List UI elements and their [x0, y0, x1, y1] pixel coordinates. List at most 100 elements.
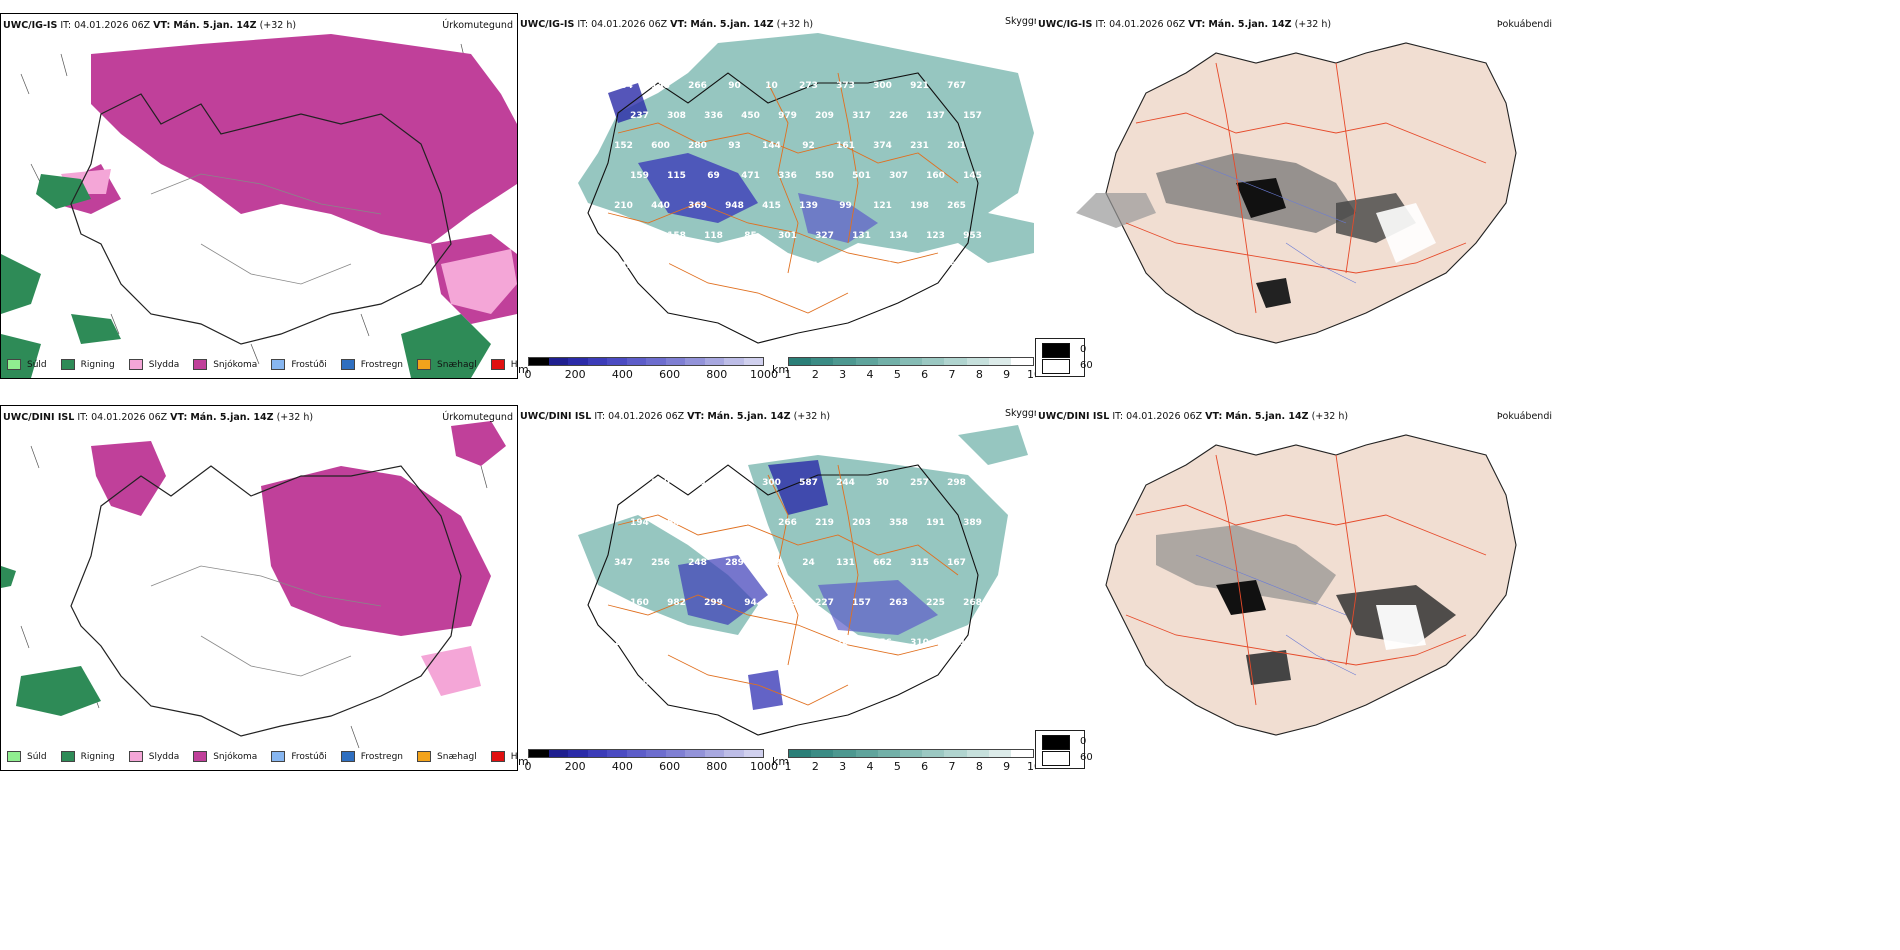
cloudbase-label: 317 [852, 111, 871, 121]
cloudbase-label: 389 [910, 261, 929, 271]
cloudbase-label: 307 [889, 171, 908, 181]
cloudbase-bar [528, 357, 764, 366]
legend-swatch [340, 359, 355, 370]
cloudbase-label: 336 [704, 111, 723, 121]
cloudbase-label: 131 [852, 231, 871, 241]
legend-item: Snæhagl [417, 359, 477, 370]
colorbar-step [833, 750, 856, 757]
vis-ticks: 1 2 3 4 5 6 7 8 9 10 [784, 366, 1042, 381]
colorbar-tick: 5 [893, 368, 901, 381]
colorbar-tick: 200 [564, 760, 586, 773]
colorbar-step [899, 358, 923, 365]
cloudbase-label: 203 [852, 518, 871, 528]
cloudbase-label: 953 [963, 231, 982, 241]
cloudbase-label: 157 [963, 111, 982, 121]
colorbar-tick: 7 [948, 368, 956, 381]
colorbar-tick: 600 [659, 760, 681, 773]
legend-item: Frostregn [340, 751, 403, 762]
cloudbase-label: 244 [836, 478, 855, 488]
colorbar-step [704, 358, 724, 365]
cloudbase-label: 501 [852, 171, 871, 181]
legend-swatch [60, 751, 75, 762]
colorbar-tick: 1 [784, 368, 792, 381]
legend-swatch [271, 751, 286, 762]
colorbar-step [988, 750, 1011, 757]
colorbar-step [587, 750, 607, 757]
cloud-panel-row2: 164 190 451 147 300 587 244 30 257 298 194 840 338 10… [518, 405, 1043, 773]
cloudbase-label: 767 [947, 81, 966, 91]
vis-ticks: 1 2 3 4 5 6 7 8 9 10 [784, 758, 1042, 773]
colorbar-step [665, 358, 685, 365]
cloudbase-label: 315 [667, 678, 686, 688]
fog-panel-label-row2: Þokuábendi [1496, 411, 1552, 422]
cloudbase-label: 587 [799, 478, 818, 488]
vis-unit-row2: km [772, 755, 790, 768]
cloudbase-label: 85 [744, 231, 757, 241]
cloudbase-label: 137 [926, 111, 945, 121]
cloudbase-label: 347 [614, 558, 633, 568]
cloudbase-label: 982 [667, 598, 686, 608]
colorbar-step [646, 750, 666, 757]
cloudbase-label: 225 [926, 598, 945, 608]
legend-item: Rigning [60, 751, 115, 762]
colorbar-tick: 8 [975, 368, 983, 381]
cloudbase-label: 948 [725, 201, 744, 211]
legend-swatch [7, 359, 21, 370]
cloud-title-row2: UWC/DINI ISL IT: 04.01.2026 06Z VT: Mán.… [520, 411, 831, 422]
cloudbase-label: 266 [778, 518, 797, 528]
cloudbase-label: 210 [614, 201, 633, 211]
colorbar-step [899, 750, 923, 757]
colorbar-step [548, 750, 568, 757]
cloudbase-label: 191 [799, 638, 818, 648]
fog-panel-row1: UWC/IG-IS IT: 04.01.2026 06Z VT: Mán. 5.… [1036, 13, 1552, 379]
colorbar-tick: 3 [839, 368, 847, 381]
colorbar-tick: 200 [564, 368, 586, 381]
cloudbase-label: 160 [630, 598, 649, 608]
cloudbase-label: 227 [725, 261, 744, 271]
cloudbase-label: 161 [836, 141, 855, 151]
colorbar-step [966, 358, 989, 365]
colorbar-tick: 800 [706, 368, 728, 381]
cloudbase-label: 108 [630, 678, 649, 688]
cloudbase-label: 10 [765, 81, 778, 91]
cloudbase-label: 840 [667, 518, 686, 528]
cloudbase-label: 209 [815, 111, 834, 121]
colorbar-tick: 1000 [750, 760, 778, 773]
legend-item: Slydda [128, 359, 179, 370]
cloudbase-label: 273 [799, 81, 818, 91]
colorbar-step [1010, 750, 1034, 757]
cloudbase-colorbar-row1: 0 200 400 600 800 1000 [525, 357, 779, 381]
cloudbase-label: 237 [630, 111, 649, 121]
cloudbase-ticks: 0 200 400 600 800 1000 [525, 366, 779, 381]
colorbar-step [988, 358, 1011, 365]
colorbar-step [1010, 358, 1034, 365]
cloudbase-label: 167 [725, 638, 744, 648]
cloudbase-label: 159 [630, 171, 649, 181]
cloudbase-label: 450 [741, 111, 760, 121]
cloudbase-label: 979 [778, 111, 797, 121]
cloudbase-label: 231 [947, 638, 966, 648]
legend-item: Rigning [60, 359, 115, 370]
cloudbase-label: 69 [707, 171, 720, 181]
colorbar-tick: 8 [975, 760, 983, 773]
cloud-panel-label-row1: Skyggni [1005, 16, 1043, 27]
colorbar-tick: 2 [811, 368, 819, 381]
cloudbase-label: 256 [873, 638, 892, 648]
cloudbase-label: 231 [910, 141, 929, 151]
colorbar-step [833, 358, 856, 365]
cloud-map-row2: 164 190 451 147 300 587 244 30 257 298 194 840 338 10… [578, 425, 1028, 736]
cloudbase-label: 131 [688, 638, 707, 648]
colorbar-tick: 4 [866, 760, 874, 773]
cloudbase-label: 164 [614, 81, 633, 91]
cloudbase-label: 149 [762, 638, 781, 648]
legend-item: Frostúði [271, 751, 327, 762]
precip-panel-row2: UWC/DINI ISL IT: 04.01.2026 06Z VT: Mán.… [0, 405, 539, 771]
colorbar-step [724, 358, 744, 365]
colorbar-step [724, 750, 744, 757]
cloudbase-label: 227 [815, 598, 834, 608]
colorbar-tick: 1 [784, 760, 792, 773]
cloud-panel-row1: 164 148 266 90 10 273 373 300 921 767 237 308 336 450… [518, 13, 1043, 381]
colorbar-step [789, 750, 812, 757]
vis-colorbar-row2: 1 2 3 4 5 6 7 8 9 10 [784, 749, 1042, 773]
fog-map-row1 [1076, 42, 1517, 344]
